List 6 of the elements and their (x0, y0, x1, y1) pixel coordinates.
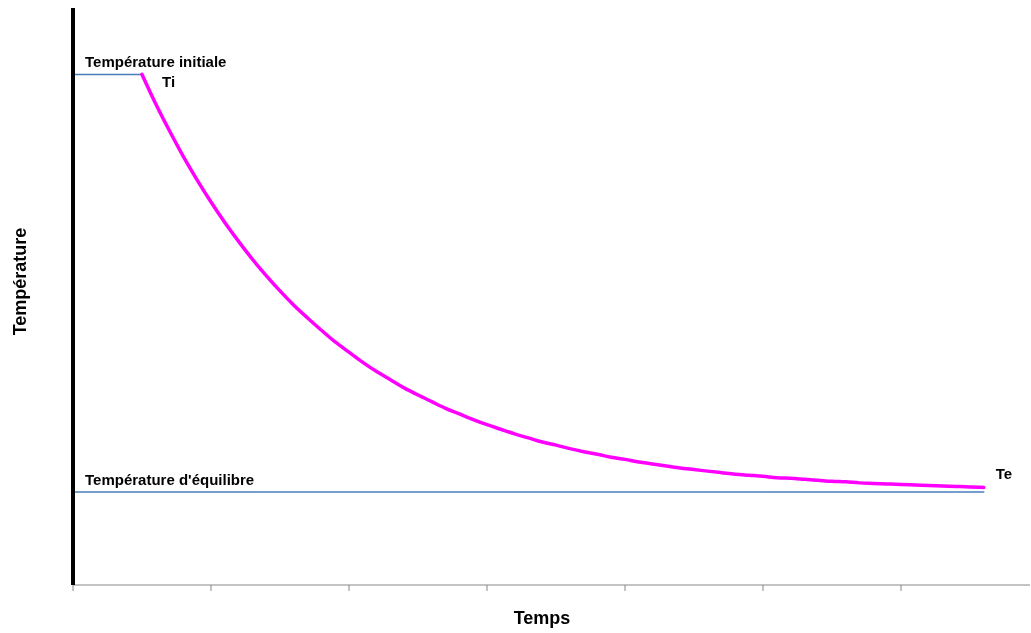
annotation: Ti (162, 73, 176, 91)
series-label: Température initiale (85, 53, 227, 71)
x-axis-title: Temps (513, 608, 571, 628)
annotation: Te (995, 465, 1013, 483)
series-label: Température d'équilibre (85, 471, 255, 489)
y-axis-title: Température (10, 227, 30, 336)
